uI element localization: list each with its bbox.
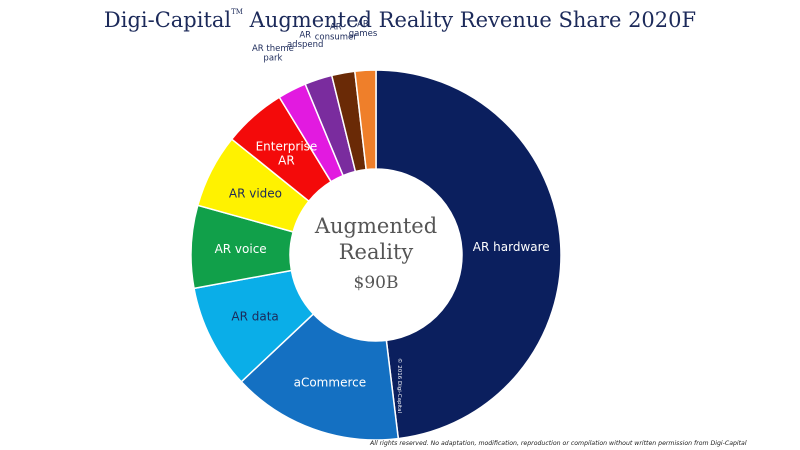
donut-slices — [190, 69, 562, 441]
slice-ar-hardware — [375, 69, 562, 440]
center-total: $90B — [354, 273, 399, 293]
label-ar-theme-park-line1: AR theme — [252, 44, 294, 54]
label-ar-consumer-line2: consumer — [315, 32, 358, 42]
center-label-line2: Reality — [339, 240, 414, 264]
chart-title-text: Augmented Reality Revenue Share 2020F — [249, 8, 697, 32]
trademark: TM — [231, 8, 243, 16]
center-label-line1: Augmented — [314, 214, 437, 238]
label-ar-games-line2: games — [349, 29, 378, 39]
brand-name: Digi-Capital — [103, 8, 232, 32]
label-ar-games-line1: AR — [357, 19, 369, 29]
label-ar-voice: AR voice — [215, 242, 267, 256]
chart-title: Digi-CapitalTM Augmented Reality Revenue… — [0, 8, 800, 32]
label-ar-adspend-line1: AR — [299, 30, 311, 40]
label-ar-adspend-line2: adspend — [287, 40, 323, 50]
label-acommerce: aCommerce — [294, 376, 367, 390]
label-ar-theme-park-line2: park — [263, 54, 282, 64]
watermark: © 2016 Digi-Capital — [396, 358, 403, 414]
label-enterprise-ar-line2: AR — [278, 153, 295, 167]
footer-disclaimer: All rights reserved. No adaptation, modi… — [370, 440, 747, 447]
slice-ar-games — [353, 69, 377, 171]
label-ar-consumer-line1: AR — [330, 23, 342, 33]
label-ar-hardware: AR hardware — [473, 240, 550, 254]
label-ar-data: AR data — [231, 309, 278, 323]
slice-labels: AR hardware aCommerce AR data AR voice AR vi… — [215, 19, 550, 389]
label-enterprise-ar-line1: Enterprise — [256, 140, 318, 154]
label-ar-video: AR video — [229, 186, 282, 200]
